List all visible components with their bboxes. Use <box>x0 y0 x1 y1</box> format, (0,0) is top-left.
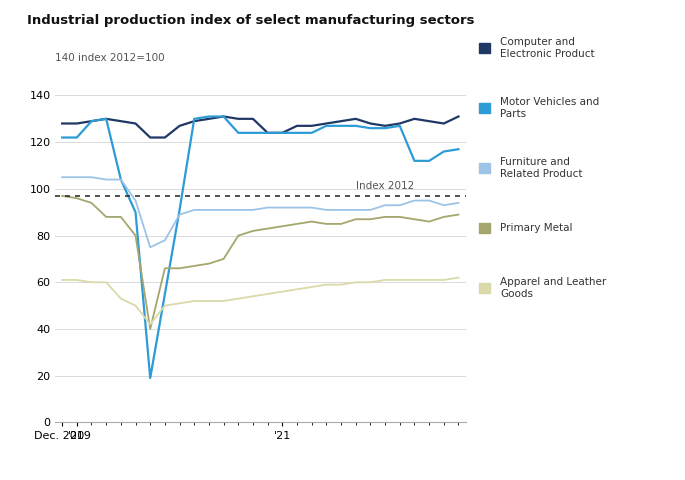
Text: Apparel and Leather
Goods: Apparel and Leather Goods <box>500 277 607 299</box>
Text: Industrial production index of select manufacturing sectors: Industrial production index of select ma… <box>27 14 475 27</box>
Text: 140 index 2012=100: 140 index 2012=100 <box>55 53 164 63</box>
Text: Motor Vehicles and
Parts: Motor Vehicles and Parts <box>500 97 599 119</box>
Text: Computer and
Electronic Product: Computer and Electronic Product <box>500 37 595 59</box>
Text: Primary Metal: Primary Metal <box>500 223 573 233</box>
Text: Furniture and
Related Product: Furniture and Related Product <box>500 157 583 179</box>
Text: Index 2012: Index 2012 <box>356 181 414 191</box>
